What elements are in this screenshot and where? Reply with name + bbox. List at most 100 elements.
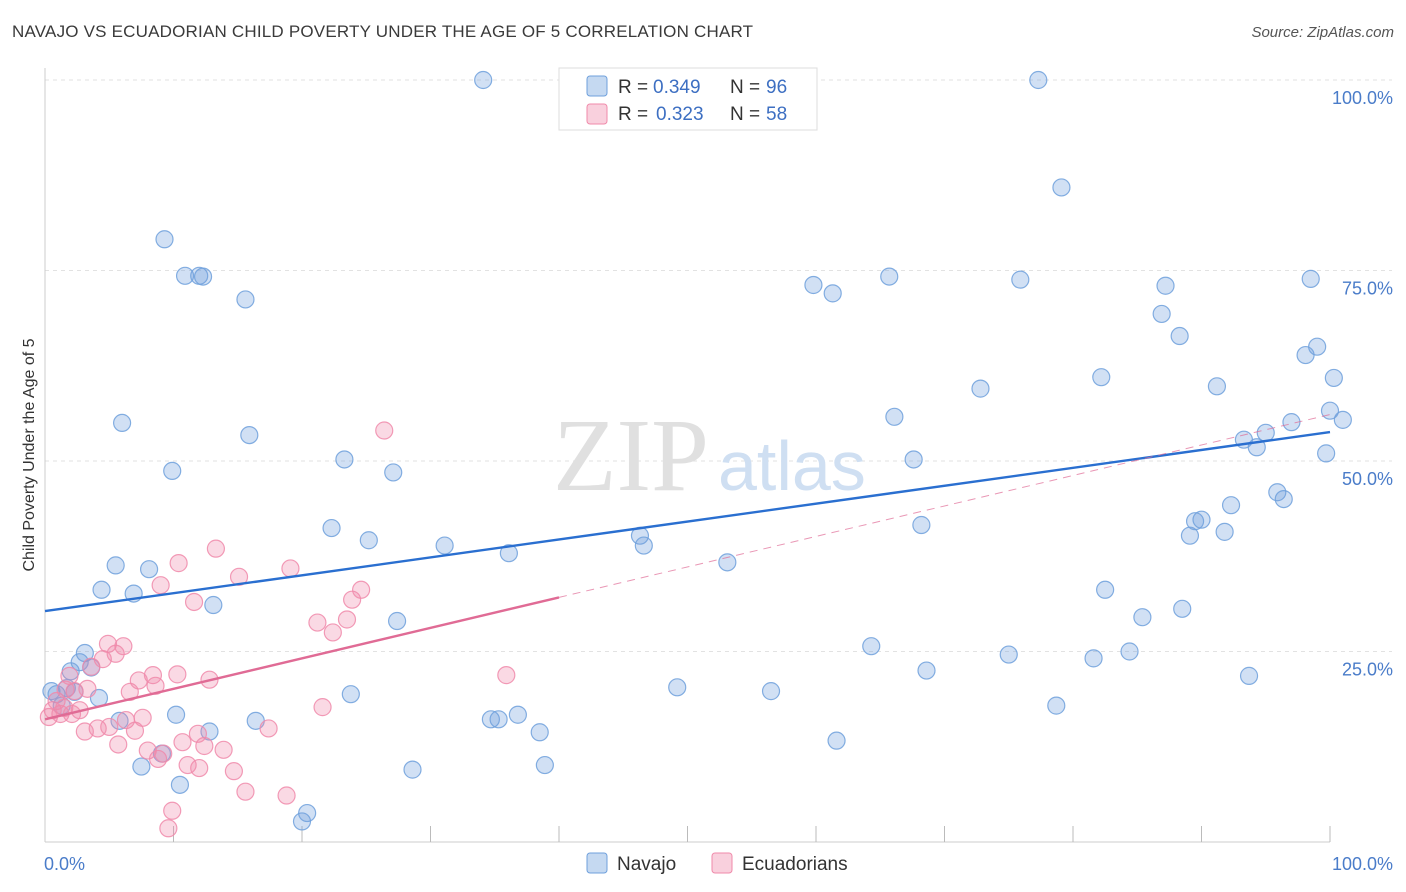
y-axis-label: Child Poverty Under the Age of 5: [21, 338, 38, 571]
navajo-point-69: [1092, 368, 1111, 387]
legend-n-label-navajo: N =: [730, 77, 760, 98]
navajo-point-49: [634, 536, 653, 555]
navajo-point-58: [885, 407, 904, 426]
navajo-point-42: [489, 710, 508, 729]
legend-r-value-ecuadorians: 0.323: [656, 104, 704, 125]
gridlines: [45, 79, 1392, 652]
navajo-point-54: [823, 284, 842, 303]
legend-bottom-swatch-ecuadorians: [711, 852, 733, 874]
ecuadorians-point-48: [323, 623, 342, 642]
y-tick-label-2: 75.0%: [1342, 279, 1393, 299]
navajo-point-71: [1120, 642, 1139, 661]
navajo-point-87: [1268, 483, 1287, 502]
ecuadorians-point-51: [352, 580, 371, 599]
ecuadorians-point-5: [60, 666, 79, 685]
navajo-point-37: [387, 611, 407, 631]
navajo-point-25: [200, 722, 219, 741]
watermark-atlas: atlas: [718, 427, 866, 505]
navajo-point-77: [1180, 526, 1200, 545]
ecuadorians-point-4: [56, 680, 75, 699]
ecuadorians-point-38: [206, 539, 226, 558]
y-tick-labels: 25.0% 50.0% 75.0% 100.0%: [1332, 88, 1393, 680]
navajo-point-61: [917, 661, 936, 680]
navajo-point-78: [1185, 512, 1205, 531]
ecuadorians-point-14: [100, 717, 119, 737]
navajo-point-28: [240, 425, 259, 445]
navajo-point-95: [1324, 368, 1343, 388]
navajo-point-91: [1301, 269, 1320, 288]
navajo-point-16: [139, 560, 159, 579]
navajo-point-50: [668, 678, 687, 697]
ecuadorians-trendline-extension: [558, 414, 1331, 598]
navajo-point-94: [1320, 401, 1340, 420]
legend-r-label-navajo: R =: [618, 77, 648, 98]
navajo-point-15: [132, 757, 151, 776]
ecuadorians-point-11: [88, 719, 107, 738]
ecuadorians-point-41: [229, 567, 249, 586]
ecuadorians-point-29: [163, 801, 182, 820]
legend-bottom-label-navajo: Navajo: [617, 854, 676, 875]
ecuadorians-point-39: [214, 740, 233, 759]
legend-swatch-navajo: [586, 75, 608, 97]
navajo-point-0: [42, 682, 61, 701]
ecuadorians-point-9: [78, 679, 97, 698]
navajo-point-34: [341, 685, 360, 704]
legend-r-value-navajo: 0.349: [653, 77, 701, 98]
legend-top: R = 0.349 N = 96 R = 0.323 N = 58: [558, 67, 818, 131]
navajo-point-21: [170, 775, 190, 794]
ecuadorians-point-53: [497, 666, 516, 685]
navajo-point-60: [912, 515, 931, 535]
legend-n-value-ecuadorians: 58: [766, 104, 787, 125]
x-tick-label-max: 100.0%: [1332, 854, 1393, 874]
ecuadorians-point-30: [168, 665, 187, 684]
ecuadorians-point-45: [281, 559, 300, 578]
ecuadorians-point-34: [184, 592, 204, 612]
ecuadorians-point-17: [114, 637, 133, 656]
legend-bottom: Navajo Ecuadorians: [586, 852, 848, 875]
navajo-point-92: [1308, 337, 1327, 356]
trendlines: [44, 414, 1331, 721]
legend-swatch-ecuadorians: [586, 103, 608, 125]
navajo-point-79: [1192, 510, 1211, 529]
ecuadorians-point-57: [188, 724, 208, 743]
navajo-point-81: [1215, 522, 1234, 541]
navajo-point-46: [535, 755, 554, 775]
ecuadorians-trendline: [44, 596, 560, 721]
navajo-point-56: [862, 637, 881, 656]
ecuadorians-point-22: [133, 708, 152, 727]
navajo-point-86: [1256, 423, 1275, 442]
navajo-trendline: [44, 430, 1331, 613]
x-tick-label-min: 0.0%: [44, 854, 85, 874]
navajo-point-32: [322, 518, 341, 538]
navajo-point-11: [106, 556, 125, 575]
navajo-point-39: [435, 536, 454, 555]
ecuadorians-point-43: [259, 719, 278, 738]
navajo-point-6: [70, 653, 89, 672]
navajo-point-12: [110, 711, 129, 730]
navajo-point-73: [1152, 304, 1171, 324]
chart-title: NAVAJO VS ECUADORIAN CHILD POVERTY UNDER…: [12, 22, 754, 41]
ecuadorians-point-32: [173, 733, 192, 752]
navajo-point-84: [1239, 666, 1259, 685]
navajo-point-43: [499, 544, 518, 563]
ecuadorians-point-15: [106, 644, 125, 663]
navajo-point-63: [999, 645, 1018, 664]
legend-n-label-ecuadorians: N =: [730, 104, 760, 125]
ecuadorians-point-44: [277, 786, 296, 805]
navajo-point-64: [1011, 270, 1030, 289]
navajo-point-66: [1047, 696, 1066, 715]
ecuadorians-point-27: [154, 744, 173, 763]
navajo-point-38: [403, 760, 422, 779]
navajo-point-62: [971, 379, 990, 398]
navajo-point-74: [1156, 276, 1175, 295]
ecuadorians-point-13: [98, 634, 118, 653]
ecuadorians-point-46: [308, 613, 327, 632]
navajo-point-65: [1029, 70, 1048, 90]
navajo-point-31: [298, 803, 317, 823]
y-tick-label-3: 100.0%: [1332, 88, 1393, 108]
navajo-point-20: [166, 705, 186, 724]
data-points: [39, 70, 1352, 838]
navajo-point-82: [1221, 496, 1241, 515]
ecuadorians-point-25: [148, 749, 168, 769]
ecuadorians-point-28: [159, 819, 178, 838]
